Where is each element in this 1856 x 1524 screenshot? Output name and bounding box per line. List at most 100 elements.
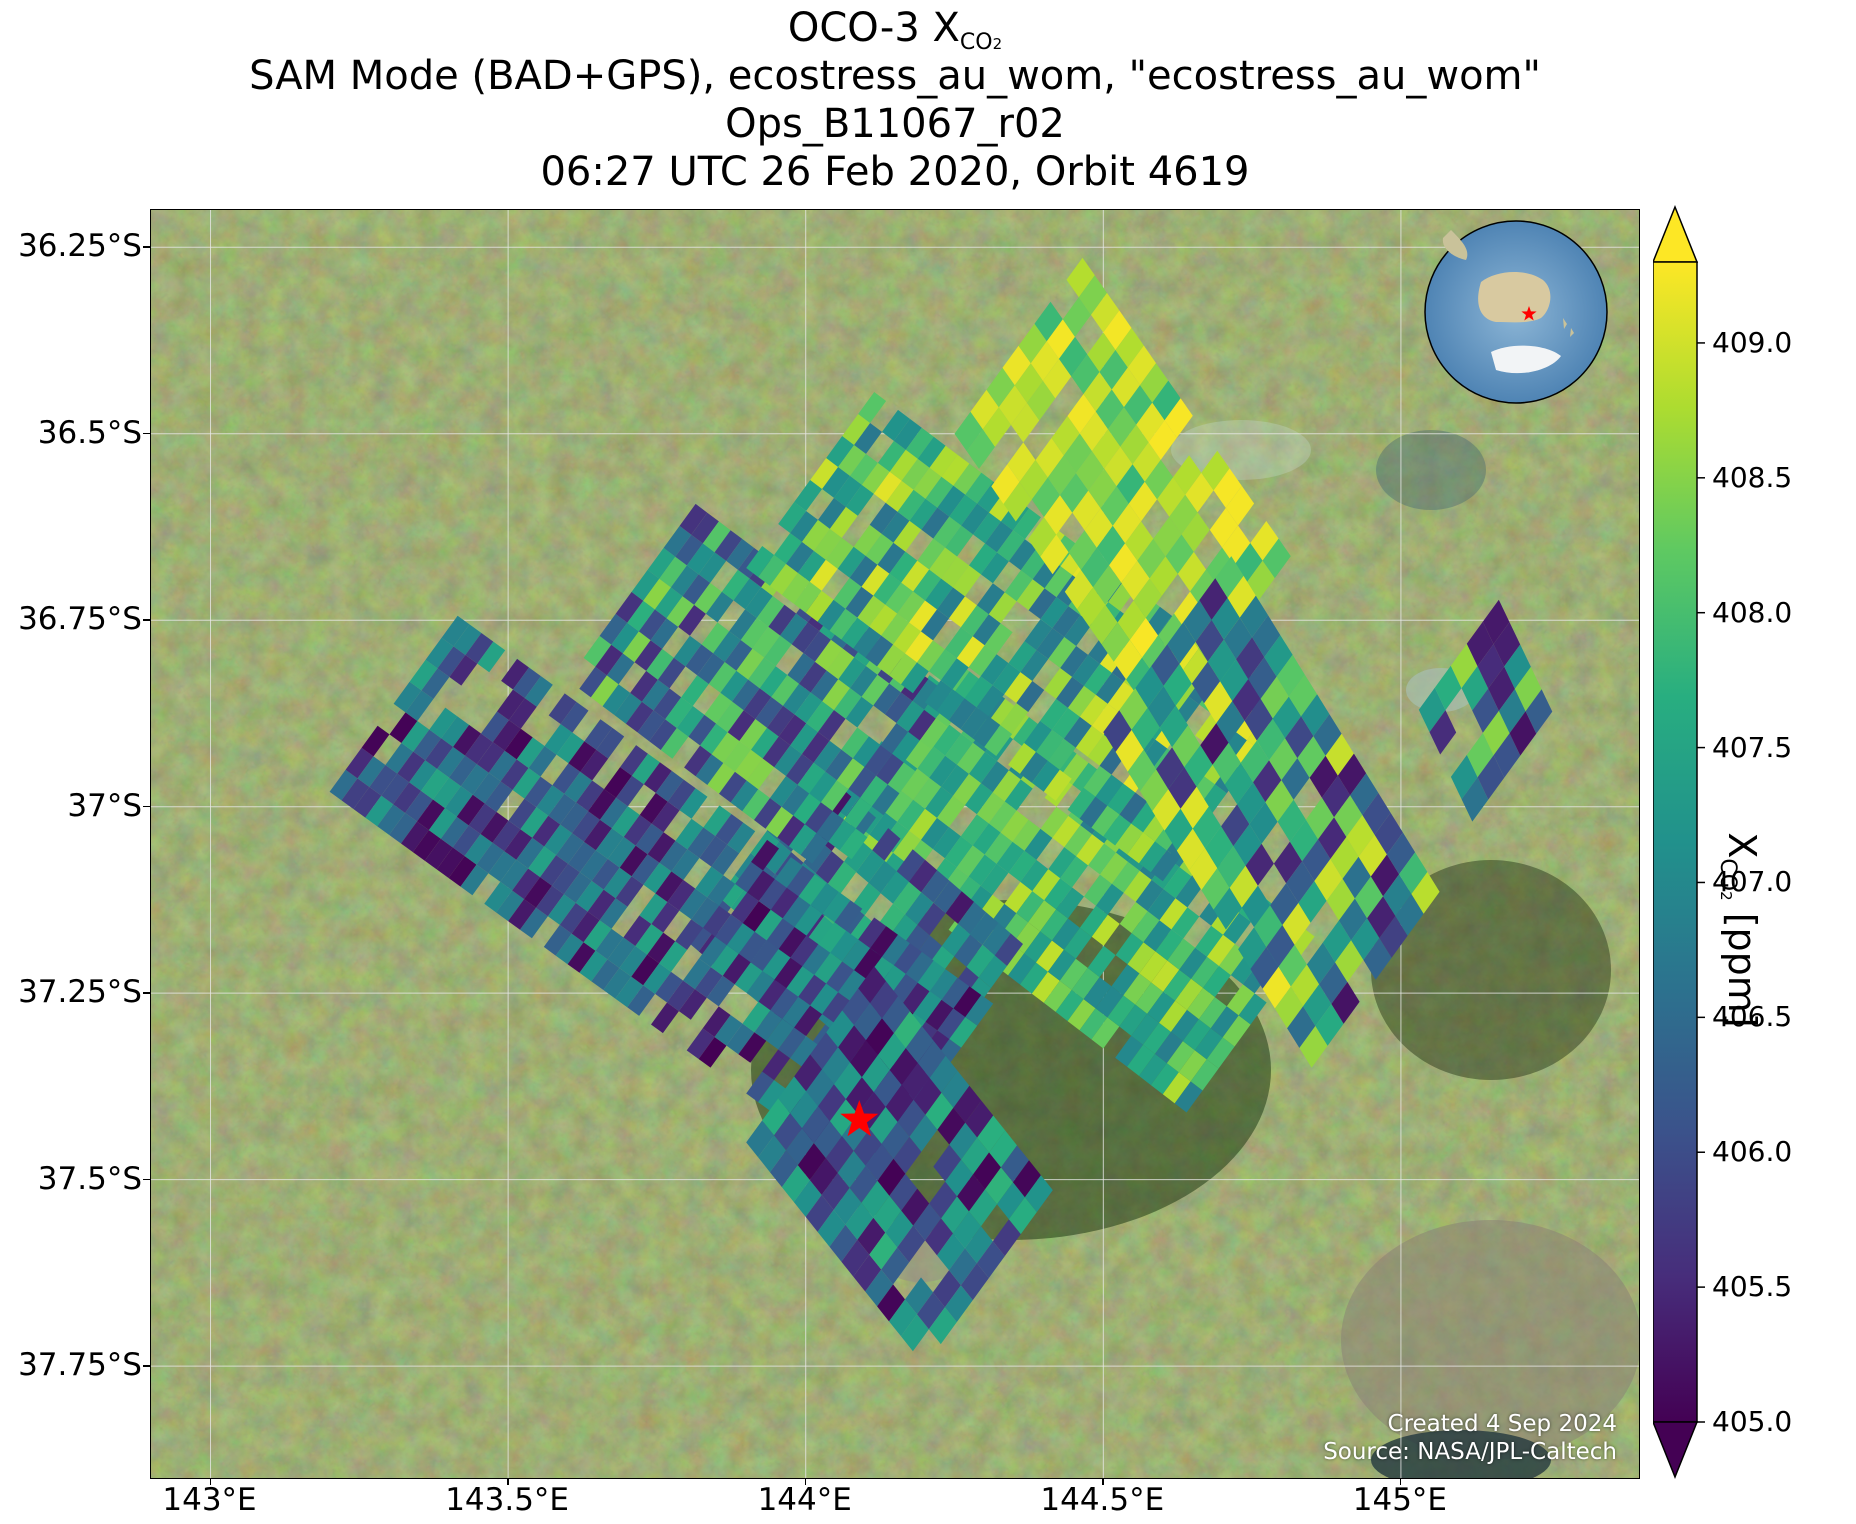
sounding-footprint	[1269, 738, 1298, 781]
sounding-footprint	[1298, 881, 1327, 923]
sounding-footprint	[965, 783, 993, 815]
sounding-footprint	[1003, 482, 1032, 522]
sounding-footprint	[1199, 578, 1228, 620]
sounding-footprint	[389, 812, 417, 844]
sounding-footprint	[968, 854, 997, 886]
sounding-footprint	[1000, 703, 1029, 734]
sounding-footprint	[1147, 889, 1176, 921]
sounding-footprint	[976, 583, 1005, 615]
sounding-footprint	[1036, 729, 1064, 761]
sounding-footprint	[456, 794, 485, 826]
sounding-footprint	[1165, 534, 1194, 574]
sounding-footprint	[1288, 674, 1318, 717]
sounding-footprint	[1194, 1028, 1223, 1060]
sounding-footprint	[1163, 969, 1192, 1001]
sounding-footprint	[782, 996, 811, 1028]
sounding-footprint	[758, 879, 787, 910]
sounding-footprint	[1225, 485, 1255, 526]
sounding-footprint	[865, 1269, 894, 1307]
sounding-footprint	[1055, 989, 1084, 1022]
sounding-footprint	[1133, 578, 1162, 618]
sounding-footprint	[743, 688, 772, 719]
sounding-footprint	[1020, 650, 1049, 681]
sounding-footprint	[901, 1314, 929, 1352]
star-icon	[840, 1100, 879, 1137]
sounding-footprint	[997, 530, 1025, 562]
sounding-footprint	[631, 954, 660, 986]
lon-tick-mark	[1102, 1478, 1104, 1485]
sounding-footprint	[1143, 920, 1172, 952]
sounding-footprint	[958, 901, 987, 935]
sounding-footprint	[842, 414, 871, 445]
sounding-footprint	[1079, 796, 1108, 828]
sounding-footprint	[1087, 332, 1116, 372]
sounding-footprint	[917, 436, 946, 468]
sounding-footprint	[985, 1167, 1013, 1205]
sounding-footprint	[654, 587, 683, 619]
sounding-footprint	[686, 1028, 715, 1059]
colorbar-extend-min	[1653, 1421, 1699, 1480]
sounding-footprint	[806, 1069, 834, 1107]
sounding-footprint	[893, 418, 922, 450]
sounding-footprint	[960, 605, 989, 637]
sounding-footprint	[921, 507, 950, 539]
sounding-footprint	[813, 528, 842, 560]
sounding-footprint	[849, 555, 878, 587]
sounding-footprint	[1210, 1006, 1239, 1038]
sounding-footprint	[856, 850, 885, 883]
sounding-footprint	[740, 618, 769, 649]
sounding-footprint	[682, 574, 711, 605]
sounding-footprint	[1253, 760, 1282, 803]
sounding-footprint	[1079, 411, 1108, 452]
sounding-footprint	[1241, 885, 1271, 928]
lon-tick-label: 144°E	[757, 1482, 852, 1518]
sounding-footprint	[1056, 676, 1084, 708]
sounding-footprint	[683, 958, 711, 990]
sounding-footprint	[804, 802, 833, 833]
sounding-footprint	[845, 586, 874, 618]
sounding-footprint	[579, 666, 607, 698]
sounding-footprint	[734, 962, 763, 993]
sounding-footprint	[929, 445, 958, 477]
sounding-footprint	[869, 1106, 898, 1144]
credit-text: Created 4 Sep 2024 Source: NASA/JPL-Calt…	[1323, 1410, 1617, 1466]
sounding-footprint	[976, 792, 1005, 824]
sounding-footprint	[778, 714, 807, 746]
sounding-footprint	[1164, 808, 1193, 851]
sounding-footprint	[1509, 711, 1537, 756]
sounding-footprint	[1278, 944, 1307, 987]
sounding-footprint	[1048, 847, 1077, 879]
sounding-footprint	[488, 750, 517, 782]
sounding-footprint	[1285, 716, 1314, 759]
colorbar-tick-label: 407.0	[1712, 865, 1793, 899]
sounding-footprint	[836, 758, 865, 789]
sounding-footprint	[969, 543, 997, 575]
sounding-footprint	[925, 1092, 954, 1130]
sounding-footprint	[1123, 870, 1152, 902]
sounding-footprint	[1504, 644, 1531, 689]
sounding-footprint	[929, 547, 958, 579]
sounding-footprint	[1190, 569, 1219, 609]
sounding-footprint	[409, 659, 438, 691]
sounding-footprint	[1079, 905, 1108, 937]
sounding-footprint	[901, 1062, 930, 1100]
sounding-footprint	[774, 745, 802, 776]
sounding-footprint	[854, 1003, 882, 1041]
sounding-footprint	[401, 821, 429, 853]
sounding-footprint	[747, 870, 775, 902]
map-panel[interactable]: Created 4 Sep 2024 Source: NASA/JPL-Calt…	[150, 209, 1640, 1479]
sounding-footprint	[1103, 710, 1132, 752]
sounding-footprint	[1363, 938, 1392, 980]
sounding-footprint	[770, 887, 799, 919]
sounding-footprint	[630, 670, 658, 702]
sounding-footprint	[1152, 789, 1181, 831]
sounding-footprint	[806, 701, 834, 732]
sounding-footprint	[1108, 407, 1137, 447]
sounding-footprint	[1047, 738, 1076, 770]
sounding-footprint	[1206, 547, 1235, 587]
colorbar-tick-label: 406.5	[1712, 1000, 1793, 1034]
sounding-footprint	[1325, 733, 1354, 776]
sounding-footprint	[1084, 663, 1112, 695]
colorbar-axis-label: XCO2 [ppm]	[1715, 780, 1764, 1080]
sounding-footprint	[968, 645, 997, 677]
